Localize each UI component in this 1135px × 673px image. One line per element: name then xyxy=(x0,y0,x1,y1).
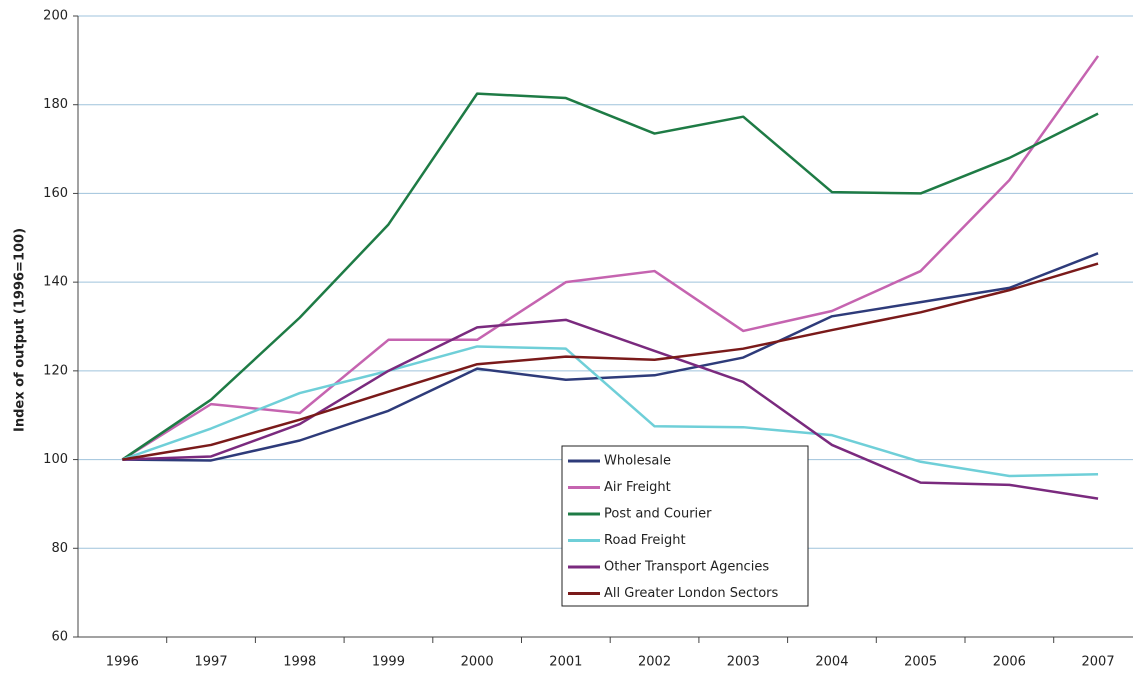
legend-box xyxy=(561,445,809,607)
y-tick-label: 120 xyxy=(43,363,68,378)
y-tick-label: 100 xyxy=(43,452,68,467)
series-line xyxy=(121,92,1099,461)
x-tick-label: 2006 xyxy=(993,655,1026,670)
x-tick-label: 2000 xyxy=(461,655,494,670)
legend-label: Post and Courier xyxy=(604,507,712,522)
y-tick-label: 80 xyxy=(51,541,68,556)
legend-label: Road Freight xyxy=(604,533,686,548)
x-tick-label: 2002 xyxy=(638,655,671,670)
x-tick-label: 2003 xyxy=(727,655,760,670)
series-line xyxy=(121,55,1100,461)
x-tick-label: 2007 xyxy=(1082,655,1115,670)
y-tick-label: 60 xyxy=(51,630,68,645)
y-axis-label: Index of output (1996=100) xyxy=(13,228,28,432)
x-tick-label: 2001 xyxy=(549,655,582,670)
y-tick-label: 200 xyxy=(43,9,68,24)
y-tick-label: 180 xyxy=(43,97,68,112)
x-tick-label: 1996 xyxy=(106,655,139,670)
series-line xyxy=(122,318,1099,500)
y-tick-label: 140 xyxy=(43,275,68,290)
legend-label: Air Freight xyxy=(604,480,671,495)
legend: Wholesale Air Freight Post and Courier Road… xyxy=(561,445,809,607)
series-line xyxy=(122,262,1099,461)
legend-label: All Greater London Sectors xyxy=(604,586,778,601)
series-line xyxy=(121,345,1099,478)
x-tick-label: 2004 xyxy=(815,655,848,670)
series-line xyxy=(122,252,1099,462)
x-tick-label: 2005 xyxy=(904,655,937,670)
x-tick-label: 1997 xyxy=(195,655,228,670)
legend-label: Other Transport Agencies xyxy=(604,560,769,575)
x-tick-label: 1998 xyxy=(283,655,316,670)
x-tick-label: 1999 xyxy=(372,655,405,670)
legend-label: Wholesale xyxy=(604,454,671,469)
y-tick-label: 160 xyxy=(43,186,68,201)
